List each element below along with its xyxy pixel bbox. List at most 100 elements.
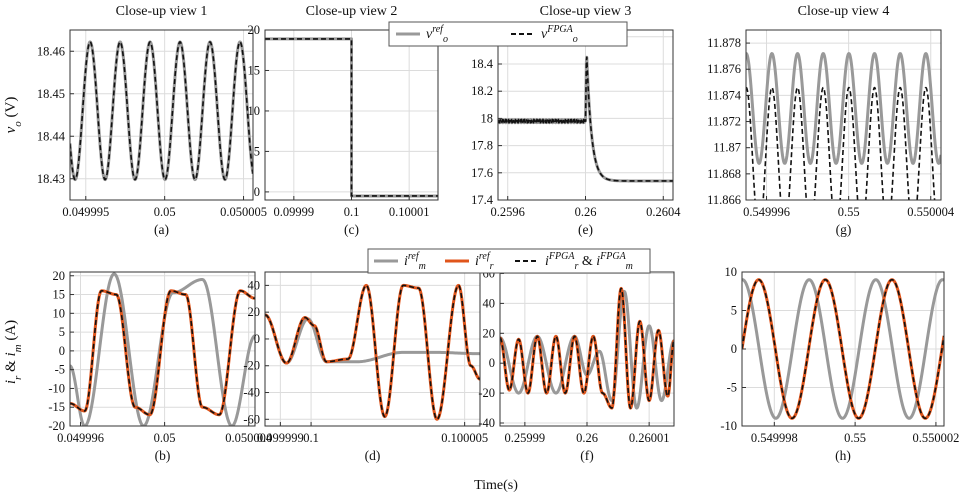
legend-label-part: m (626, 261, 633, 272)
y-tick-label: 11.876 (707, 62, 741, 76)
panel-title: Close-up view 3 (540, 4, 632, 19)
y-tick-label: 18.45 (37, 87, 65, 101)
series-line-ref_gray (742, 278, 944, 420)
y-tick-label: 15 (248, 63, 261, 77)
series-line-fpga (265, 284, 480, 421)
x-tick-label: 0.099999 (257, 431, 304, 445)
x-tick-label: 0.2596 (491, 205, 525, 219)
y-tick-label: -5 (55, 363, 65, 377)
label-text: v (3, 126, 19, 133)
y-tick-label: 20 (248, 305, 261, 319)
legend-label-part: ref (479, 251, 491, 262)
y-tick-label: 11.87 (713, 141, 741, 155)
panel-caption: (g) (836, 222, 852, 237)
x-tick-label: 0.049995 (62, 205, 109, 219)
y-axis-label-bottom: ir & im (A) (3, 320, 24, 384)
x-tick-label: 0.549996 (743, 205, 790, 219)
y-tick-label: 11.874 (707, 88, 742, 102)
legend-label-part: m (419, 261, 426, 272)
y-tick-label: 20 (53, 269, 66, 283)
x-tick-label: 0.549998 (751, 431, 798, 445)
legend-entry: irefm (374, 251, 426, 272)
y-tick-label: 10 (725, 265, 738, 279)
y-tick-label: 18 (481, 111, 494, 125)
legend-label: irefm (404, 251, 426, 272)
y-tick-label: 17.8 (471, 139, 493, 153)
x-tick-label: 0.2604 (646, 205, 681, 219)
legend-label-part: FPGA (599, 251, 626, 262)
panel-caption: (a) (154, 222, 169, 237)
legend-label-part: i (404, 254, 408, 269)
legend-label-part: r (574, 261, 578, 272)
y-tick-label: 11.878 (707, 36, 741, 50)
y-tick-label: 5 (254, 144, 260, 158)
y-tick-label: 18.4 (471, 57, 494, 71)
y-tick-label: 5 (731, 304, 737, 318)
legend-label-part: o (573, 34, 578, 45)
series-line-fpga (500, 287, 674, 409)
panel-caption: (f) (580, 448, 594, 463)
legend-label-part: i (596, 254, 600, 269)
panel-caption: (e) (578, 222, 593, 237)
series-line-fpga (70, 41, 253, 181)
label-text: (A) (3, 320, 19, 345)
legend-label-part: & (578, 254, 596, 269)
legend-label: irefr (475, 251, 494, 272)
y-tick-label: 0 (254, 332, 260, 346)
y-tick-label: -20 (48, 419, 65, 433)
panel-e: 0.25960.260.260417.417.617.81818.218.418… (471, 4, 681, 237)
legend-label: iFPGAr & iFPGAm (545, 251, 633, 272)
series-line-fpga (265, 38, 438, 197)
legend-label-part: i (475, 254, 479, 269)
legend-entry: vFPGAo (511, 24, 578, 45)
panel-g: 0.549996 0.55 0.550004 11.866 11.868 11.87 11.… (707, 4, 955, 237)
y-tick-label: -5 (727, 381, 737, 395)
label-text: i (3, 380, 19, 384)
x-tick-label: 0.55 (844, 431, 866, 445)
x-tick-label: 0.05 (154, 205, 176, 219)
panel-c: 0.09999 0.1 0.10001 0 5 10 15 20 (c) Close-up vie… (248, 4, 439, 237)
legend-label-part: FPGA (548, 251, 575, 262)
y-tick-label: 10 (248, 104, 261, 118)
legend-label-part: v (426, 27, 433, 42)
y-tick-label: 0 (489, 356, 495, 370)
y-tick-label: -40 (243, 386, 260, 400)
y-tick-label: 0 (254, 185, 260, 199)
x-tick-label: 0.050005 (220, 205, 267, 219)
y-tick-label: 18.2 (471, 84, 493, 98)
x-tick-label: 0.550004 (907, 205, 955, 219)
y-tick-label: 40 (248, 278, 261, 292)
legend-label-part: v (541, 27, 548, 42)
x-tick-label: 0.25999 (505, 431, 546, 445)
y-tick-label: 15 (53, 288, 66, 302)
legend-top (388, 21, 628, 47)
panel-caption: (h) (835, 448, 851, 463)
y-tick-label: 18.43 (37, 172, 65, 186)
y-tick-label: 0 (59, 344, 65, 358)
series-line-fpga (498, 56, 673, 182)
panel-caption: (c) (344, 222, 359, 237)
label-subscript: r (12, 375, 24, 380)
y-tick-label: -10 (48, 381, 65, 395)
y-tick-label: 0 (731, 342, 737, 356)
y-tick-label: 18.46 (37, 44, 65, 58)
legend-label: vrefo (426, 24, 448, 45)
panel-b: 0.049996 0.05 0.050004 -20 -15 -10 -5 0 5 10 15 20 (… (48, 269, 273, 463)
x-tick-label: 0.100005 (441, 431, 488, 445)
y-tick-label: -15 (48, 400, 65, 414)
legend-label: vFPGAo (541, 24, 578, 45)
x-tick-label: 0.1 (303, 431, 319, 445)
y-tick-label: 11.868 (707, 167, 741, 181)
y-tick-label: 11.872 (707, 115, 741, 129)
legend-bottom (367, 248, 651, 274)
x-tick-label: 0.049996 (57, 431, 104, 445)
x-tick-label: 0.050004 (225, 431, 273, 445)
legend-label-part: FPGA (546, 24, 573, 35)
y-tick-label: 17.4 (471, 193, 494, 207)
label-subscript: o (12, 121, 24, 127)
x-tick-label: 0.10001 (389, 205, 430, 219)
panel-h: 0.549998 0.55 0.550002 -10 -5 0 5 10 (h) (720, 265, 959, 463)
legend-entry: vrefo (396, 24, 448, 45)
x-tick-label: 0.26001 (629, 431, 670, 445)
